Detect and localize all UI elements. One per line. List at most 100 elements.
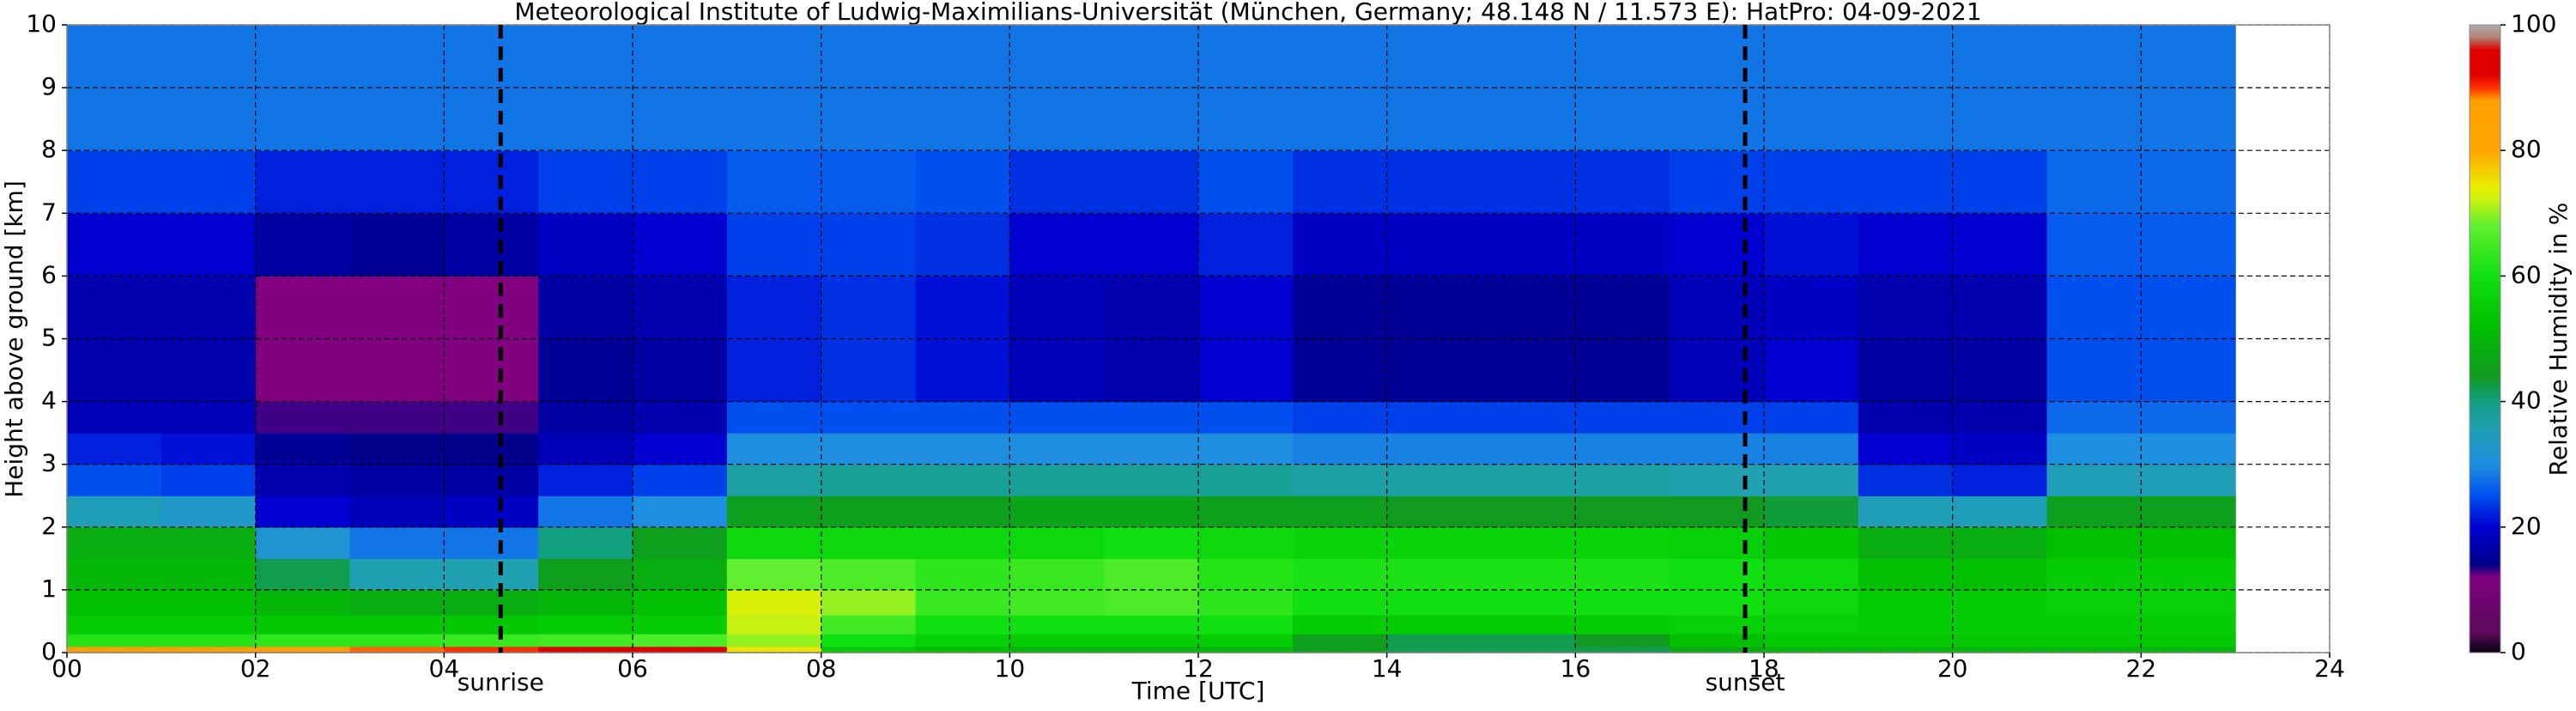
heatmap-cell [255,526,351,559]
heatmap-cell [349,558,445,591]
heatmap-cell [255,646,351,653]
heatmap-cell [2046,464,2142,496]
heatmap-cell [1575,150,1670,214]
heatmap-cell [1481,589,1576,616]
x-tick-label: 14 [1372,654,1403,683]
heatmap-cell [915,558,1010,591]
heatmap-cell [1858,589,1954,616]
heatmap-cell [821,615,917,635]
heatmap-cell [821,401,917,434]
heatmap-cell [1670,634,1765,647]
heatmap-cell [633,634,728,647]
heatmap-cell [1009,276,1105,340]
heatmap-cell [1764,338,1859,403]
heatmap-cell [1575,401,1670,434]
heatmap-cell [1481,495,1576,528]
heatmap-cell [915,589,1010,616]
heatmap-cell [538,464,633,496]
y-tick-label: 9 [41,72,57,100]
heatmap-cell [1858,526,1954,559]
heatmap-cell [1104,558,1199,591]
heatmap-cell [1481,615,1576,635]
heatmap-cell [1670,401,1765,434]
heatmap-cell [538,646,633,653]
heatmap-cell [1858,401,1954,434]
heatmap-cell [2141,433,2236,465]
heatmap-cell [726,495,822,528]
heatmap-cell [1481,150,1576,214]
x-tick-label: 02 [240,654,271,683]
heatmap-cell [349,526,445,559]
heatmap-cell [915,526,1010,559]
heatmap-cell [1009,150,1105,214]
heatmap-cell [1481,526,1576,559]
x-tick-label: 24 [2314,654,2345,683]
heatmap-cell [1670,615,1765,635]
heatmap-cell [1386,150,1482,214]
heatmap-cell [1386,276,1482,340]
heatmap-cell [1858,558,1954,591]
heatmap-cell [255,276,351,340]
heatmap-cell [1764,615,1859,635]
heatmap-cell [821,634,917,647]
heatmap-cell [1386,634,1482,647]
heatmap-cell [444,150,539,214]
heatmap-cell [726,589,822,616]
heatmap-cell [1575,526,1670,559]
heatmap-cell [821,213,917,276]
heatmap-cell [1292,276,1388,340]
heatmap-cell [1858,150,1954,214]
heatmap-cell [821,276,917,340]
heatmap-cell [633,464,728,496]
heatmap-cell [1104,213,1199,276]
heatmap-cell [633,615,728,635]
heatmap-cell [349,433,445,465]
heatmap-cell [633,558,728,591]
colorbar-tick-label: 60 [2511,260,2542,289]
heatmap-cell [2046,558,2142,591]
heatmap-cell [1198,401,1294,434]
heatmap-cell [444,526,539,559]
heatmap-cell [255,213,351,276]
heatmap-cell [1670,558,1765,591]
heatmap-cell [1198,558,1294,591]
heatmap-cell [1952,150,2048,214]
heatmap-cell [1764,276,1859,340]
colorbar-tick-label: 20 [2511,512,2542,540]
heatmap-cell [1386,526,1482,559]
heatmap-cell [349,589,445,616]
heatmap-cell [915,464,1010,496]
heatmap-cell [1858,495,1954,528]
heatmap-cell [1198,495,1294,528]
event-label: sunrise [458,668,544,696]
heatmap-cell [1764,558,1859,591]
heatmap-cell [2046,433,2142,465]
x-tick-label: 10 [995,654,1026,683]
heatmap-cell [444,646,539,653]
heatmap-cell [915,276,1010,340]
heatmap-cell [67,634,162,647]
heatmap-cell [1764,464,1859,496]
heatmap-cell [1292,558,1388,591]
heatmap-cell [1481,338,1576,403]
heatmap-cell [349,615,445,635]
heatmap-cell [1198,589,1294,616]
heatmap-cell [1764,401,1859,434]
heatmap-cell [1858,615,1954,635]
heatmap-cell [1104,433,1199,465]
heatmap-cell [1952,646,2048,653]
heatmap-cell [726,646,822,653]
heatmap-cell [1009,495,1105,528]
heatmap-cell [1764,213,1859,276]
heatmap-cell [1764,150,1859,214]
heatmap-cell [67,615,162,635]
heatmap-cell [444,589,539,616]
heatmap-cell [1198,213,1294,276]
heatmap-cell [349,464,445,496]
heatmap-cell [2141,495,2236,528]
heatmap-cell [821,338,917,403]
heatmap-cell [726,276,822,340]
heatmap-cell [538,433,633,465]
x-tick-label: 06 [617,654,648,683]
heatmap-cell [2046,150,2142,214]
